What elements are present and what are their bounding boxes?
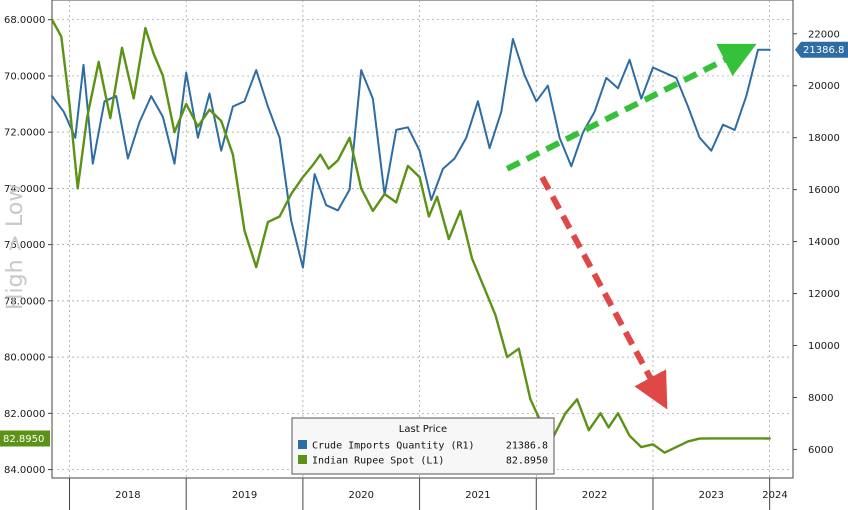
legend-entry-label: Crude Imports Quantity (R1) bbox=[312, 441, 475, 452]
y-right-tick-label: 12000 bbox=[808, 289, 840, 300]
y-left-tick-label: 72.0000 bbox=[4, 128, 45, 139]
x-year-label: 2020 bbox=[349, 490, 374, 501]
y-right-tick-label: 18000 bbox=[808, 133, 840, 144]
legend-swatch bbox=[298, 440, 307, 449]
y-left-tick-label: 68.0000 bbox=[4, 15, 45, 26]
x-year-label: 2021 bbox=[465, 490, 490, 501]
grid-layer bbox=[51, 0, 794, 479]
y-left-tick-label: 78.0000 bbox=[4, 296, 45, 307]
legend-swatch bbox=[298, 455, 307, 464]
x-year-label: 2023 bbox=[699, 490, 724, 501]
legend: Last Price Crude Imports Quantity (R1) 21… bbox=[291, 417, 555, 475]
badge-layer: 82.8950 21386.8 bbox=[0, 41, 848, 447]
annotation-arrow-up bbox=[505, 43, 757, 172]
y-left-tick-label: 84.0000 bbox=[4, 465, 45, 476]
last-value-badge-left bbox=[0, 430, 50, 447]
last-value-badge-right-text: 21386.8 bbox=[803, 45, 844, 56]
series-line-crude-imports bbox=[51, 38, 771, 269]
y-left-tick-label: 76.0000 bbox=[4, 240, 45, 251]
legend-entry-label: Indian Rupee Spot (L1) bbox=[312, 456, 444, 467]
y-right-tick-label: 8000 bbox=[808, 393, 833, 404]
plot-frame bbox=[51, 0, 794, 479]
y-axis-watermark-label: High > Low bbox=[3, 184, 28, 310]
y-right-tick-label: 6000 bbox=[808, 445, 833, 456]
y-left-tick-label: 70.0000 bbox=[4, 71, 45, 82]
x-year-label: 2022 bbox=[582, 490, 607, 501]
legend-entry-value: 82.8950 bbox=[506, 456, 548, 467]
y-left-tick-label: 74.0000 bbox=[4, 184, 45, 195]
annotation-layer bbox=[505, 43, 757, 410]
y-right-tick-label: 22000 bbox=[808, 29, 840, 40]
y-right-tick-label: 10000 bbox=[808, 341, 840, 352]
y-left-tick-label: 80.0000 bbox=[4, 353, 45, 364]
legend-box bbox=[291, 417, 555, 475]
y-right-tick-label: 14000 bbox=[808, 237, 840, 248]
y-left-tick-label: 82.0000 bbox=[4, 409, 45, 420]
annotation-arrow-down bbox=[539, 175, 668, 410]
legend-entry-value: 21386.8 bbox=[506, 441, 548, 452]
last-value-badge-left-text: 82.8950 bbox=[3, 434, 44, 445]
series-line-rupee-spot bbox=[50, 18, 771, 454]
legend-title: Last Price bbox=[399, 424, 447, 435]
y-right-tick-label: 20000 bbox=[808, 81, 840, 92]
x-year-label: 2024 bbox=[762, 490, 787, 501]
axis-layer: 68.0000 70.0000 72.0000 74.0000 76.0000 78.00… bbox=[4, 15, 840, 510]
x-year-label: 2019 bbox=[232, 490, 257, 501]
x-year-label: 2018 bbox=[115, 490, 140, 501]
last-value-badge-right bbox=[795, 41, 848, 58]
y-right-tick-label: 16000 bbox=[808, 185, 840, 196]
series-layer bbox=[50, 18, 771, 454]
